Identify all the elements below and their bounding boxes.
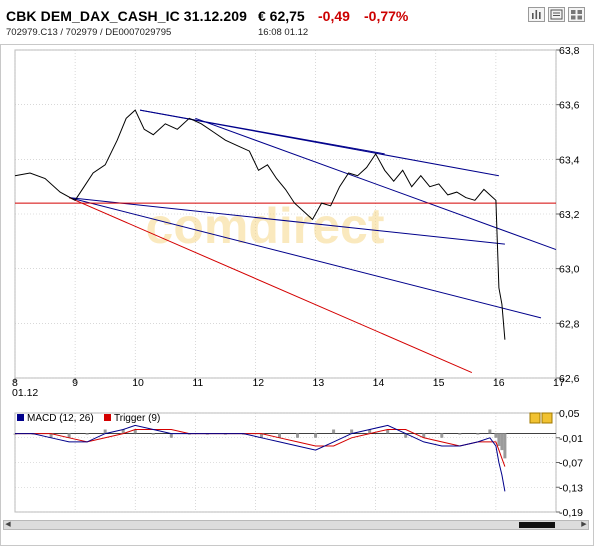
macd-y-tick-label: -0,01	[559, 433, 583, 445]
macd-grid	[14, 412, 560, 513]
macd-histogram-bar	[223, 433, 227, 435]
macd-histogram-bar	[205, 433, 209, 435]
trigger-legend-label: Trigger (9)	[114, 413, 160, 424]
y-tick-label: 63,6	[559, 100, 580, 112]
time-axis-labels: 8 9 10 11 12 13 14 15 16 17	[12, 377, 565, 389]
macd-histogram-bar	[31, 433, 35, 435]
macd-panel-buttons	[529, 412, 553, 424]
macd-histogram-bar	[296, 433, 300, 438]
macd-histogram-bar	[169, 433, 173, 438]
macd-histogram-bar	[85, 433, 89, 435]
trendline	[195, 117, 557, 251]
macd-histogram-bar	[332, 429, 336, 434]
macd-histogram-bar	[476, 433, 480, 435]
x-date-sublabel: 01.12	[12, 387, 38, 399]
main-grid	[14, 49, 560, 382]
news-icon[interactable]	[548, 7, 565, 22]
trendline	[69, 197, 505, 245]
macd-series	[15, 424, 506, 492]
scrollbar-thumb[interactable]	[519, 522, 555, 528]
x-tick-label: 12	[252, 377, 264, 389]
macd-legend-swatch	[17, 414, 24, 421]
price-line	[14, 109, 506, 340]
x-tick-label: 13	[313, 377, 325, 389]
y-tick-label: 63,0	[559, 264, 580, 276]
scroll-right-icon[interactable]: ▶	[581, 521, 587, 528]
scroll-left-icon[interactable]: ◀	[5, 521, 11, 528]
macd-histogram-bar	[503, 433, 507, 459]
watermark: comdirect	[146, 198, 385, 254]
macd-histogram-bar	[49, 433, 53, 438]
macd-histogram-bar	[350, 429, 354, 434]
price-axis-labels: 63,8 63,6 63,4 63,2 63,0 62,8 62,6	[559, 45, 580, 385]
macd-y-tick-label: -0,19	[559, 507, 583, 519]
x-tick-label: 15	[433, 377, 445, 389]
last-price: € 62,75	[258, 8, 305, 24]
macd-legend-label: MACD (12, 26)	[27, 413, 94, 424]
macd-histogram-bar	[13, 433, 17, 435]
y-tick-label: 63,8	[559, 45, 580, 57]
time-scrollbar[interactable]: ◀ ▶	[3, 520, 589, 530]
x-tick-label: 17	[553, 377, 565, 389]
macd-histogram-bar	[404, 433, 408, 438]
macd-histogram-bar	[386, 429, 390, 434]
instrument-title: CBK DEM_DAX_CASH_IC 31.12.209	[6, 8, 247, 24]
macd-histogram-bar	[440, 433, 444, 438]
trigger-legend-swatch	[104, 414, 111, 421]
macd-histogram-bar	[241, 433, 245, 435]
y-tick-label: 62,8	[559, 318, 580, 330]
macd-histogram-bar	[494, 433, 498, 438]
settings-icon[interactable]	[529, 412, 541, 424]
x-tick-label: 10	[132, 377, 144, 389]
macd-histogram-bar	[133, 429, 137, 434]
macd-histogram-bar	[187, 433, 191, 435]
x-tick-label: 9	[72, 377, 78, 389]
bar-chart-icon[interactable]	[528, 7, 545, 22]
grid-icon[interactable]	[568, 7, 585, 22]
y-tick-label: 62,6	[559, 373, 580, 385]
macd-y-tick-label: -0,07	[559, 458, 583, 470]
macd-histogram-bar	[368, 429, 372, 434]
macd-histogram-bar	[121, 429, 125, 434]
macd-histogram-bar	[103, 429, 107, 434]
chart-header: CBK DEM_DAX_CASH_IC 31.12.209 € 62,75 -0…	[0, 0, 594, 42]
macd-line	[15, 424, 506, 492]
macd-histogram-bar	[500, 433, 504, 451]
macd-histogram-bar	[497, 433, 501, 446]
macd-histogram-bar	[488, 429, 492, 434]
macd-y-tick-label: -0,13	[559, 482, 583, 494]
macd-y-tick-label: 0,05	[559, 408, 580, 420]
trendline	[68, 197, 542, 319]
macd-histogram	[13, 429, 507, 459]
x-tick-label: 8	[12, 377, 18, 389]
y-tick-label: 63,4	[559, 154, 580, 166]
price-change: -0,49	[318, 8, 350, 24]
x-tick-label: 16	[493, 377, 505, 389]
trendline	[68, 197, 473, 373]
macd-histogram-bar	[422, 433, 426, 438]
macd-histogram-bar	[277, 433, 281, 438]
x-tick-label: 11	[192, 377, 203, 389]
macd-histogram-bar	[314, 433, 318, 438]
macd-legend: MACD (12, 26) Trigger (9)	[17, 413, 160, 424]
instrument-identifiers: 702979.C13 / 702979 / DE0007029795	[6, 27, 172, 38]
macd-histogram-bar	[151, 433, 155, 435]
macd-histogram-bar	[458, 433, 462, 435]
x-tick-label: 14	[373, 377, 385, 389]
macd-histogram-bar	[67, 433, 71, 438]
macd-histogram-bar	[259, 433, 263, 438]
trendline	[139, 109, 499, 177]
trigger-line	[15, 429, 506, 467]
y-tick-label: 63,2	[559, 209, 580, 221]
macd-axis-labels: 0,05 -0,01 -0,07 -0,13 -0,19	[559, 408, 583, 519]
price-change-percent: -0,77%	[364, 8, 409, 24]
quote-time: 16:08 01.12	[258, 27, 309, 38]
trendlines	[15, 109, 557, 373]
close-panel-icon[interactable]	[541, 412, 553, 424]
price-series	[14, 109, 506, 340]
